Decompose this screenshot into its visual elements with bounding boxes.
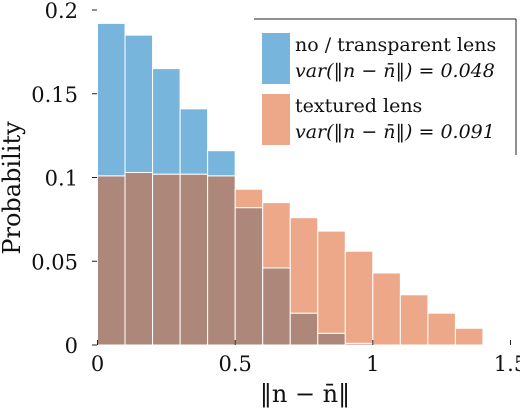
y-tick-label-3: 0.15 [31, 83, 78, 107]
legend-swatch-textured [262, 94, 290, 145]
bar-overlap-7 [289, 312, 319, 346]
y-tick-label-0: 0 [65, 334, 78, 358]
bar-overlap-1 [124, 171, 154, 346]
bar-transparent-4 [207, 150, 236, 177]
axes-layer: 0 0.05 0.1 0.15 0.2 0 0.5 1 1.5 [31, 0, 520, 376]
bar-transparent-0 [97, 22, 126, 177]
legend-stat-transparent: var(‖n − n̄‖) = 0.048 [295, 60, 495, 82]
y-tick-label-4: 0.2 [45, 0, 78, 23]
x-tick-label-3: 1.5 [494, 352, 520, 376]
legend-stat-textured: var(‖n − n̄‖) = 0.091 [295, 121, 495, 143]
bar-textured-12 [427, 312, 456, 346]
bar-transparent-2 [152, 68, 181, 175]
bars-layer [97, 22, 484, 346]
legend-label-textured: textured lens [295, 95, 422, 117]
bar-overlap-2 [152, 173, 181, 346]
bar-textured-9 [344, 250, 374, 344]
bar-overlap-8 [317, 332, 346, 346]
bar-textured-8 [317, 230, 346, 334]
bar-transparent-3 [179, 108, 209, 175]
x-axis-label: ‖n − n̄‖ [260, 380, 350, 409]
legend-label-transparent: no / transparent lens [295, 34, 496, 56]
x-tick-label-0: 0 [91, 352, 104, 376]
bar-textured-10 [372, 272, 401, 346]
legend: no / transparent lens var(‖n − n̄‖) = 0.… [254, 18, 517, 155]
bar-textured-11 [399, 294, 429, 346]
y-axis-label: Probability [0, 121, 26, 255]
bar-textured-5 [234, 188, 264, 209]
x-tick-label-2: 1 [366, 352, 379, 376]
bar-overlap-5 [234, 207, 264, 346]
bar-textured-6 [262, 202, 291, 269]
bar-transparent-1 [124, 34, 154, 173]
legend-swatch-transparent [262, 33, 290, 84]
y-tick-label-2: 0.1 [45, 167, 78, 191]
x-tick-label-1: 0.5 [218, 352, 251, 376]
bar-overlap-4 [207, 175, 236, 346]
bar-overlap-6 [262, 267, 291, 346]
bar-textured-13 [454, 327, 484, 346]
bar-overlap-0 [97, 175, 126, 346]
bar-textured-7 [289, 217, 319, 314]
bar-overlap-3 [179, 173, 209, 346]
y-tick-label-1: 0.05 [31, 250, 78, 274]
